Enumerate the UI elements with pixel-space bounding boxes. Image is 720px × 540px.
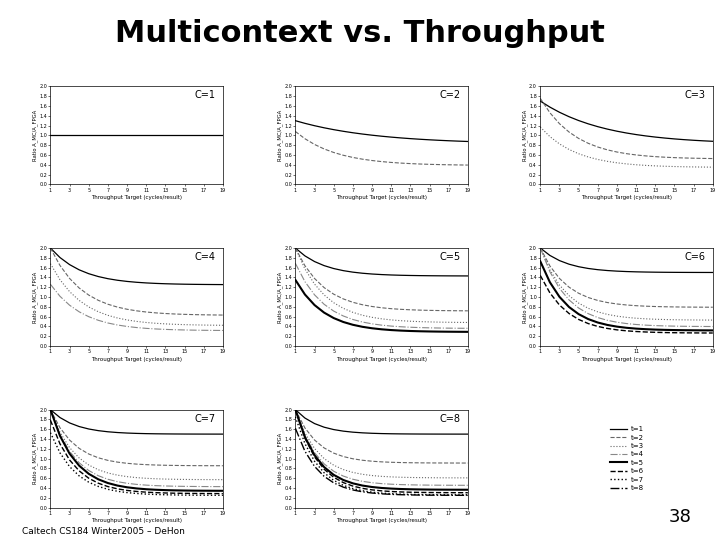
Text: Multicontext vs. Throughput: Multicontext vs. Throughput	[115, 19, 605, 48]
Text: C=6: C=6	[685, 252, 706, 262]
X-axis label: Throughput Target (cycles/result): Throughput Target (cycles/result)	[581, 195, 672, 200]
Legend: t=1, t=2, t=3, t=4, t=5, t=6, t=7, t=8: t=1, t=2, t=3, t=4, t=5, t=6, t=7, t=8	[607, 423, 647, 494]
Y-axis label: Ratio A_MC/A_FPGA: Ratio A_MC/A_FPGA	[32, 272, 37, 322]
Text: C=8: C=8	[440, 414, 461, 423]
Text: C=7: C=7	[195, 414, 216, 423]
X-axis label: Throughput Target (cycles/result): Throughput Target (cycles/result)	[91, 195, 182, 200]
X-axis label: Throughput Target (cycles/result): Throughput Target (cycles/result)	[581, 356, 672, 362]
X-axis label: Throughput Target (cycles/result): Throughput Target (cycles/result)	[91, 518, 182, 523]
Text: C=2: C=2	[440, 90, 461, 100]
Y-axis label: Ratio A_MC/A_FPGA: Ratio A_MC/A_FPGA	[32, 433, 37, 484]
Y-axis label: Ratio A_MC/A_FPGA: Ratio A_MC/A_FPGA	[522, 110, 528, 161]
Text: Caltech CS184 Winter2005 – DeHon: Caltech CS184 Winter2005 – DeHon	[22, 526, 184, 536]
X-axis label: Throughput Target (cycles/result): Throughput Target (cycles/result)	[336, 195, 427, 200]
Text: C=3: C=3	[685, 90, 706, 100]
Y-axis label: Ratio A_MC/A_FPGA: Ratio A_MC/A_FPGA	[277, 272, 283, 322]
Text: C=4: C=4	[195, 252, 216, 262]
Text: 38: 38	[668, 509, 691, 526]
Y-axis label: Ratio A_MC/A_FPGA: Ratio A_MC/A_FPGA	[32, 110, 37, 161]
Y-axis label: Ratio A_MC/A_FPGA: Ratio A_MC/A_FPGA	[522, 272, 528, 322]
Y-axis label: Ratio A_MC/A_FPGA: Ratio A_MC/A_FPGA	[277, 110, 283, 161]
Text: C=1: C=1	[195, 90, 216, 100]
Y-axis label: Ratio A_MC/A_FPGA: Ratio A_MC/A_FPGA	[277, 433, 283, 484]
X-axis label: Throughput Target (cycles/result): Throughput Target (cycles/result)	[91, 356, 182, 362]
Text: C=5: C=5	[440, 252, 461, 262]
X-axis label: Throughput Target (cycles/result): Throughput Target (cycles/result)	[336, 518, 427, 523]
X-axis label: Throughput Target (cycles/result): Throughput Target (cycles/result)	[336, 356, 427, 362]
